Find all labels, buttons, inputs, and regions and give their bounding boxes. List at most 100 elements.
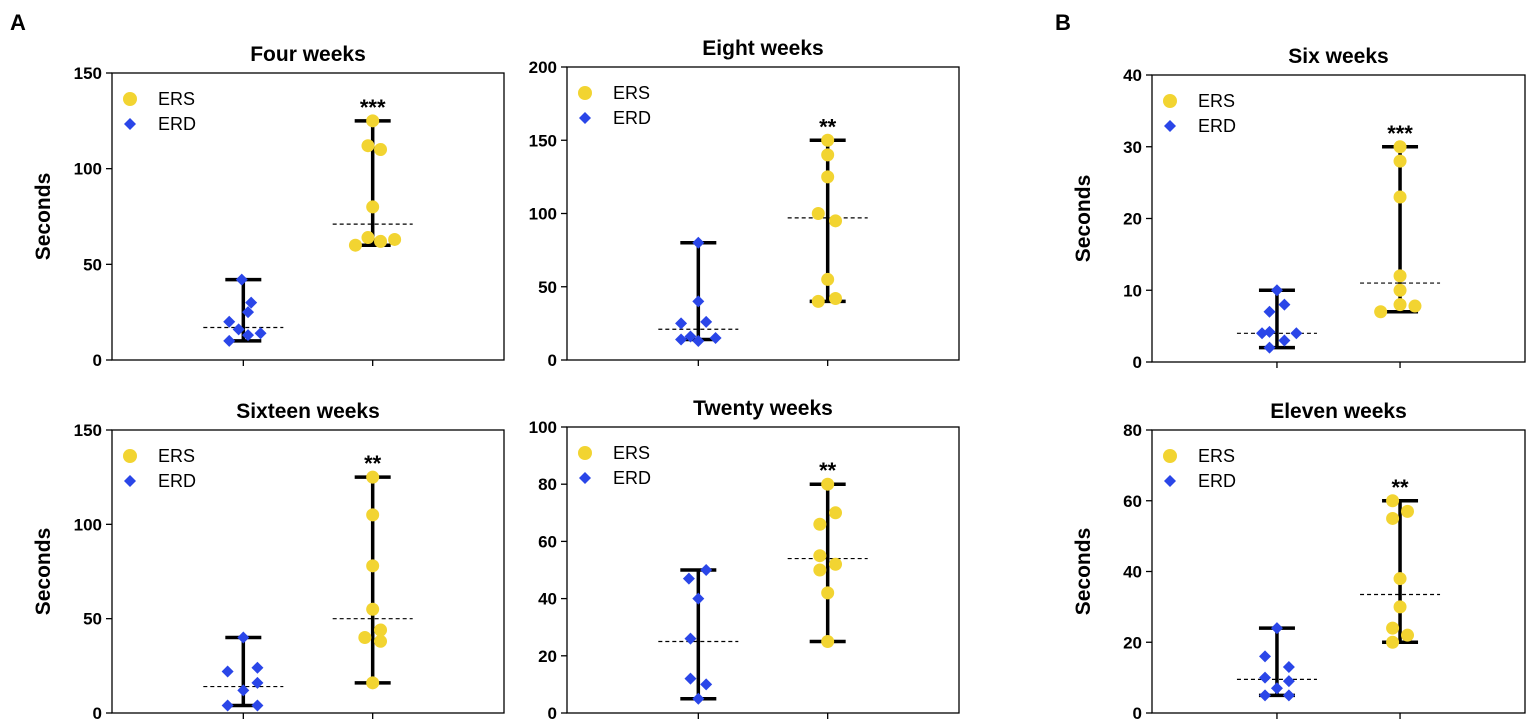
data-point-ers — [821, 586, 835, 600]
data-point-erd — [221, 699, 234, 712]
data-point-erd — [1282, 689, 1295, 702]
data-point-erd — [237, 684, 250, 697]
legend-ers-marker — [123, 92, 137, 106]
data-point-erd — [235, 273, 248, 286]
y-tick-label: 0 — [1133, 704, 1142, 723]
data-point-erd — [232, 323, 245, 336]
y-tick-label: 100 — [529, 418, 557, 437]
data-point-erd — [245, 296, 258, 309]
data-point-ers — [361, 139, 375, 153]
legend-ers-label: ERS — [158, 446, 195, 466]
data-point-erd — [692, 592, 705, 605]
data-point-ers — [366, 559, 380, 573]
y-tick-label: 20 — [1123, 210, 1142, 229]
significance-marker: ** — [819, 114, 837, 139]
chart-eight-weeks: Eight weeks 0 50 100 150 200 ERS ERD ** — [529, 37, 960, 370]
y-tick-label: 40 — [538, 590, 557, 609]
data-point-ers — [821, 635, 835, 648]
y-tick-label: 50 — [83, 610, 102, 629]
data-point-ers — [1393, 269, 1407, 283]
data-point-erd — [1259, 650, 1272, 663]
legend-erd-label: ERD — [613, 468, 651, 488]
data-point-ers — [821, 148, 835, 162]
data-point-ers — [829, 506, 843, 520]
chart-four-weeks: Four weeks 0 50 100 150 Seconds ERS ERD *** — [32, 43, 505, 370]
chart-title: Twenty weeks — [693, 397, 833, 420]
data-point-erd — [692, 295, 705, 308]
y-tick-label: 100 — [74, 515, 102, 534]
data-point-erd — [684, 672, 697, 685]
data-point-ers — [1393, 283, 1407, 297]
data-point-ers — [821, 170, 835, 184]
data-point-ers — [348, 238, 362, 252]
data-point-erd — [675, 333, 688, 346]
legend-erd-marker — [1164, 120, 1176, 132]
legend-ers-label: ERS — [1198, 446, 1235, 466]
data-point-ers — [358, 631, 372, 645]
legend-erd-marker — [579, 112, 591, 124]
data-point-erd — [1263, 341, 1276, 354]
legend-ers-marker — [578, 446, 592, 460]
data-point-erd — [1270, 284, 1283, 297]
data-point-erd — [692, 334, 705, 347]
significance-marker: *** — [1387, 121, 1413, 146]
legend-erd-marker — [579, 472, 591, 484]
legend-erd-label: ERD — [1198, 116, 1236, 136]
data-point-erd — [242, 306, 255, 319]
legend-erd-marker — [124, 475, 136, 487]
data-point-ers — [366, 508, 380, 522]
chart-title: Eleven weeks — [1270, 400, 1407, 423]
data-point-erd — [242, 329, 255, 342]
significance-marker: ** — [1391, 475, 1409, 500]
data-point-erd — [251, 699, 264, 712]
data-point-erd — [684, 330, 697, 343]
legend-erd-label: ERD — [1198, 471, 1236, 491]
data-point-erd — [692, 692, 705, 705]
data-point-erd — [221, 665, 234, 678]
y-tick-label: 100 — [74, 160, 102, 179]
data-point-erd — [709, 332, 722, 345]
data-point-ers — [366, 470, 380, 484]
data-point-erd — [1278, 298, 1291, 311]
data-point-ers — [1393, 154, 1407, 168]
data-point-erd — [675, 317, 688, 330]
y-tick-label: 150 — [529, 131, 557, 150]
legend-erd-marker — [1164, 475, 1176, 487]
data-point-erd — [700, 315, 713, 328]
y-tick-label: 50 — [83, 255, 102, 274]
chart-six-weeks: Six weeks 0 10 20 30 40 Seconds ERS ERD *** — [1072, 45, 1526, 372]
significance-marker: ** — [819, 458, 837, 483]
data-point-ers — [374, 143, 388, 157]
y-tick-label: 10 — [1123, 281, 1142, 300]
data-point-ers — [1393, 572, 1407, 586]
y-tick-label: 0 — [93, 704, 102, 723]
y-axis-label: Seconds — [1072, 528, 1095, 616]
data-point-ers — [811, 294, 825, 308]
data-point-ers — [829, 291, 843, 305]
legend-ers-marker — [578, 86, 592, 100]
data-point-erd — [237, 631, 250, 644]
legend-ers-marker — [1163, 449, 1177, 463]
y-tick-label: 20 — [538, 647, 557, 666]
data-point-ers — [1393, 190, 1407, 204]
y-tick-label: 200 — [529, 58, 557, 77]
y-tick-label: 100 — [529, 205, 557, 224]
data-point-ers — [813, 563, 827, 577]
data-point-ers — [366, 114, 380, 128]
data-point-ers — [374, 234, 388, 248]
data-point-erd — [1256, 327, 1269, 340]
y-tick-label: 0 — [548, 704, 557, 723]
data-point-ers — [829, 557, 843, 571]
data-point-ers — [374, 623, 388, 637]
data-point-ers — [1386, 635, 1400, 649]
data-point-ers — [1401, 628, 1415, 642]
y-tick-label: 0 — [1133, 353, 1142, 372]
data-point-erd — [692, 236, 705, 249]
panel-label-a: A — [10, 10, 26, 35]
chart-title: Six weeks — [1288, 45, 1388, 68]
legend-ers-marker — [123, 449, 137, 463]
data-point-erd — [1278, 334, 1291, 347]
chart-title: Eight weeks — [702, 37, 823, 60]
data-point-ers — [366, 200, 380, 214]
data-point-ers — [1401, 504, 1415, 518]
